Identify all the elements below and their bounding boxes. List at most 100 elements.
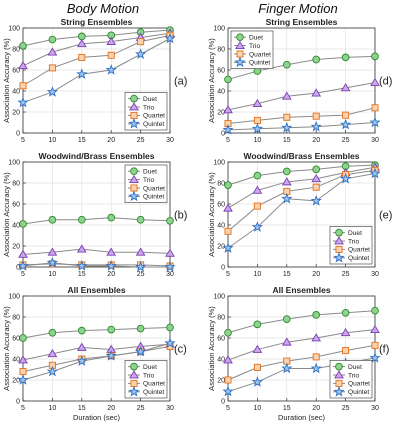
- panel-title: Woodwind/Brass Ensembles: [38, 151, 154, 161]
- data-point-trio: [106, 247, 117, 256]
- data-point-quintet: [251, 122, 263, 134]
- data-point-quintet: [251, 221, 263, 232]
- x-tick-label: 20: [107, 405, 115, 412]
- data-point-duet: [224, 328, 232, 337]
- legend-label-trio: Trio: [249, 43, 260, 50]
- series-duet: [224, 161, 379, 189]
- data-point-duet: [312, 165, 321, 174]
- legend-marker-quartet: [335, 245, 343, 253]
- data-point-duet: [224, 75, 232, 84]
- data-point-quintet: [281, 192, 293, 204]
- x-tick-label: 10: [254, 405, 262, 412]
- x-tick-label: 20: [312, 137, 320, 144]
- legend-marker-quintet: [128, 117, 140, 129]
- x-tick-label: 20: [107, 137, 115, 144]
- legend-label-quartet: Quartet: [143, 185, 165, 192]
- data-point-quintet: [222, 385, 234, 397]
- x-tick-label: 15: [78, 405, 86, 412]
- legend-marker-trio: [129, 102, 139, 111]
- x-tick-label: 10: [49, 405, 57, 412]
- data-point-quintet: [105, 260, 117, 271]
- data-point-duet: [19, 220, 27, 228]
- panel-label: (f): [379, 344, 389, 356]
- data-point-duet: [253, 171, 262, 180]
- series-line-duet: [227, 310, 376, 334]
- data-point-duet: [136, 215, 145, 224]
- data-point-quintet: [281, 121, 293, 133]
- y-axis-label: Association Accuracy (%): [207, 306, 216, 391]
- panel-label: (e): [379, 210, 392, 222]
- data-point-duet: [48, 35, 57, 44]
- data-point-quintet: [340, 118, 352, 130]
- data-point-trio: [135, 247, 146, 256]
- panel-label: (a): [174, 76, 187, 88]
- chart-panel-f: 0 20 40 60 80 100 5 10 15 20 25 30 All Ensembles Asso…: [207, 285, 389, 422]
- series-line-quartet: [227, 344, 376, 381]
- data-point-quintet: [105, 349, 117, 361]
- x-tick-label: 15: [78, 271, 86, 278]
- series-line-quartet: [22, 34, 171, 87]
- legend-label-quintet: Quintet: [143, 121, 164, 128]
- data-point-quintet: [310, 194, 322, 206]
- data-point-quintet: [310, 120, 322, 132]
- legend-marker-quartet: [130, 379, 138, 387]
- data-point-quintet: [17, 96, 29, 108]
- series-quintet: [222, 167, 381, 253]
- legend-marker-quartet: [335, 379, 343, 387]
- data-point-duet: [19, 334, 27, 342]
- x-tick-label: 25: [137, 137, 145, 144]
- data-point-quartet: [312, 183, 320, 191]
- legend-marker-quintet: [128, 190, 140, 202]
- x-tick-label: 30: [371, 137, 379, 144]
- legend-label-duet: Duet: [348, 230, 362, 237]
- legend-label-duet: Duet: [143, 96, 157, 103]
- data-point-duet: [77, 326, 86, 335]
- legend-marker-trio: [129, 370, 139, 379]
- series-line-trio: [22, 248, 171, 255]
- data-point-quartet: [224, 227, 232, 235]
- y-tick-label: 100: [213, 25, 225, 32]
- plot-frame: [22, 27, 171, 134]
- legend-marker-trio: [129, 174, 139, 183]
- y-tick-label: 60: [12, 67, 20, 74]
- data-point-trio: [106, 36, 117, 46]
- x-tick-label: 30: [371, 271, 379, 278]
- y-axis-label: Association Accuracy (%): [2, 38, 11, 123]
- legend-label-trio: Trio: [348, 372, 359, 379]
- x-tick-label: 25: [137, 271, 145, 278]
- data-point-quintet: [135, 48, 147, 59]
- panel-label: (b): [174, 210, 187, 222]
- data-point-trio: [311, 333, 322, 342]
- data-point-trio: [165, 248, 175, 257]
- data-point-trio: [252, 344, 263, 353]
- data-point-duet: [312, 311, 321, 319]
- y-tick-label: 60: [12, 335, 20, 342]
- series-trio: [223, 324, 380, 364]
- y-tick-label: 80: [217, 180, 225, 187]
- x-tick-label: 5: [226, 137, 230, 144]
- y-tick-label: 80: [217, 46, 225, 53]
- data-point-trio: [252, 98, 263, 107]
- data-point-quartet: [137, 38, 145, 46]
- series-quartet: [19, 31, 174, 90]
- legend-marker-quintet: [128, 385, 140, 397]
- y-tick-label: 0: [16, 398, 20, 405]
- data-point-duet: [224, 181, 232, 189]
- series-line-quintet: [22, 262, 170, 268]
- data-point-quintet: [310, 362, 322, 374]
- chart-panel-d: 0 20 40 60 80 100 5 10 15 20 25 30 String Ensembles A…: [207, 17, 392, 144]
- series-line-duet: [227, 55, 376, 80]
- y-tick-label: 20: [217, 109, 225, 116]
- data-point-quintet: [369, 167, 381, 179]
- legend-marker-duet: [130, 362, 138, 371]
- data-point-quintet: [46, 256, 58, 268]
- legend-label-quintet: Quintet: [348, 389, 369, 396]
- series-line-quartet: [227, 107, 376, 125]
- plot-frame: [227, 161, 376, 268]
- data-point-quintet: [164, 32, 176, 44]
- data-point-trio: [18, 355, 28, 364]
- legend-label-duet: Duet: [348, 364, 362, 371]
- y-tick-label: 0: [16, 130, 20, 137]
